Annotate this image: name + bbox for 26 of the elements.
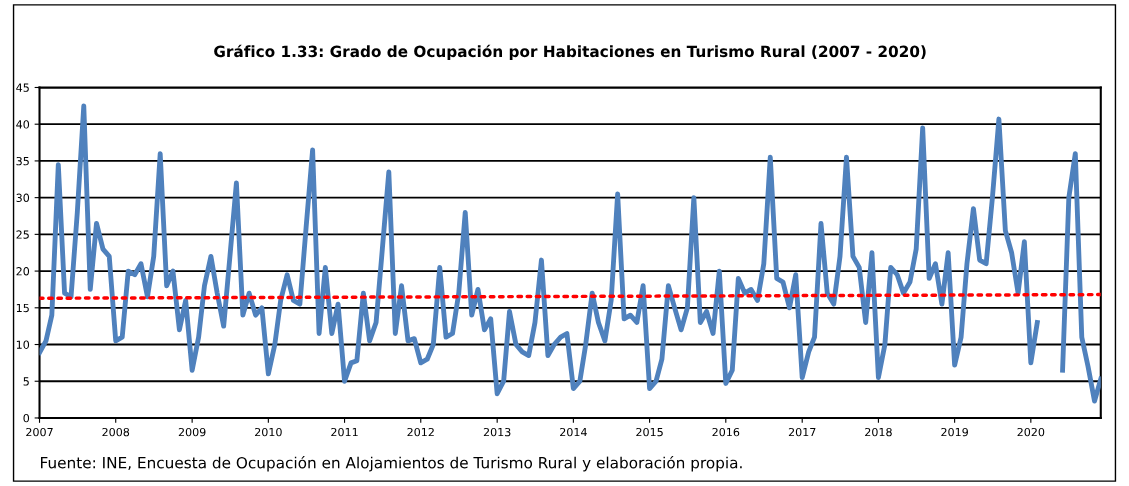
source-note: Fuente: INE, Encuesta de Ocupación en Alojamientos de Turismo Rural y elaboración propia.	[41, 456, 742, 472]
y-tick-label: 45	[16, 83, 29, 92]
x-tick-label: 2009	[178, 427, 206, 437]
x-tick-label: 2015	[636, 427, 663, 437]
x-tick-label: 2008	[102, 427, 130, 437]
y-tick-label: 5	[23, 377, 29, 386]
x-tick-label: 2019	[941, 427, 968, 437]
x-tick-label: 2007	[26, 427, 53, 437]
chart-title: Gráfico 1.33: Grado de Ocupación por Habitaciones en Turismo Rural (2007 - 2020)	[214, 44, 926, 61]
x-tick-label: 2014	[560, 427, 587, 437]
x-tick-label: 2011	[331, 427, 358, 437]
x-tick-label: 2012	[407, 427, 434, 437]
y-tick-label: 15	[16, 303, 29, 313]
x-tick-label: 2010	[255, 427, 282, 437]
y-tick-label: 25	[16, 230, 29, 239]
y-tick-label: 0	[23, 413, 30, 423]
y-tick-label: 35	[16, 156, 29, 166]
x-tick-label: 2018	[865, 427, 892, 437]
y-tick-label: 10	[16, 340, 30, 349]
x-tick-label: 2013	[483, 427, 511, 437]
y-tick-label: 20	[16, 267, 30, 276]
x-tick-label: 2020	[1017, 427, 1045, 437]
y-tick-label: 30	[16, 193, 30, 203]
x-tick-label: 2017	[788, 427, 816, 437]
y-tick-label: 40	[16, 120, 30, 129]
x-tick-label: 2016	[712, 427, 740, 437]
